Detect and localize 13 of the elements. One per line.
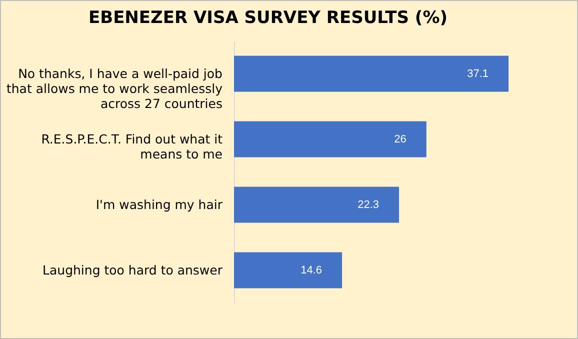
bar [234, 252, 342, 288]
bar [234, 186, 400, 223]
data-label: 22.3 [358, 198, 380, 211]
data-label: 37.1 [467, 68, 489, 80]
data-label: 26 [394, 133, 406, 146]
bar [234, 121, 426, 158]
chart-title: EBENEZER VISA SURVEY RESULTS (%) [88, 8, 448, 28]
data-label: 14.6 [300, 264, 322, 276]
y-tick-label: Laughing too hard to answer [42, 262, 224, 278]
bar [234, 56, 509, 92]
y-tick-label: I'm washing my hair [96, 196, 224, 212]
y-tick-label: R.E.S.P.E.C.T. Find out what it means to me [41, 131, 223, 162]
y-tick-label: No thanks, I have a well-paid job that allows me to work seamlessly across 27 countries [6, 66, 224, 111]
